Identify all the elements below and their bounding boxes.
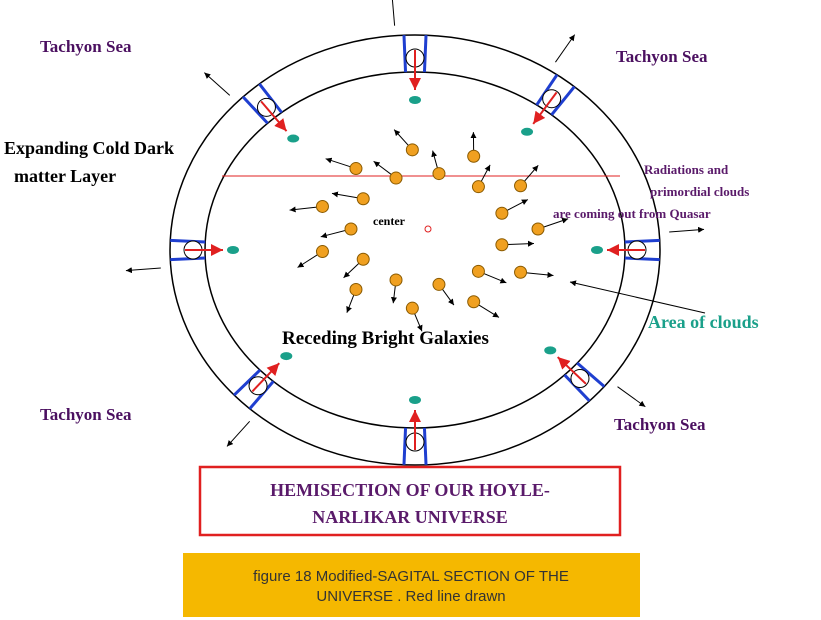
dark-matter-label: matter Layer — [14, 166, 116, 186]
gate-line — [170, 258, 205, 260]
radiation-label: Radiations and — [644, 162, 729, 177]
gate-line — [404, 35, 406, 72]
galaxy — [515, 180, 527, 192]
galaxy — [433, 168, 445, 180]
gate-line — [424, 35, 426, 72]
gate-line — [625, 258, 660, 260]
outward-arrow — [227, 421, 250, 446]
center-point — [425, 226, 431, 232]
outward-arrow — [669, 229, 704, 232]
diagram: Tachyon Sea Tachyon Sea Tachyon Sea Tach… — [0, 0, 821, 620]
title-text: NARLIKAR UNIVERSE — [312, 507, 508, 527]
galaxy — [390, 274, 402, 286]
title-text: HEMISECTION OF OUR HOYLE- — [270, 480, 550, 500]
galaxy — [350, 163, 362, 175]
cloud — [409, 96, 421, 104]
tachyon-label: Tachyon Sea — [614, 415, 706, 434]
outward-arrow — [126, 268, 161, 271]
outward-arrow — [392, 0, 395, 26]
galaxy — [532, 223, 544, 235]
galaxy — [433, 278, 445, 290]
galaxy — [406, 144, 418, 156]
caption-text: figure 18 Modified-SAGITAL SECTION OF TH… — [253, 568, 569, 585]
gate-line — [424, 428, 426, 465]
caption-box — [183, 553, 640, 617]
tachyon-label: Tachyon Sea — [40, 405, 132, 424]
outward-arrow — [204, 73, 229, 96]
cloud — [544, 346, 556, 354]
caption-text: UNIVERSE . Red line drawn — [316, 588, 505, 605]
gate-line — [170, 240, 205, 242]
cloud — [287, 135, 299, 143]
galaxy — [350, 283, 362, 295]
outward-arrow — [555, 35, 574, 63]
cloud — [227, 246, 239, 254]
center-label: center — [373, 214, 406, 228]
gate-line — [625, 240, 660, 242]
galaxy — [468, 296, 480, 308]
galaxy — [316, 200, 328, 212]
galaxy — [406, 302, 418, 314]
tachyon-label: Tachyon Sea — [40, 37, 132, 56]
galaxy — [496, 239, 508, 251]
galaxies-label: Receding Bright Galaxies — [282, 328, 489, 349]
cloud — [521, 128, 533, 136]
galaxy — [472, 265, 484, 277]
galaxy — [472, 181, 484, 193]
gate-line — [404, 428, 406, 465]
radiation-label: are coming out from Quasar — [553, 206, 711, 221]
cloud — [409, 396, 421, 404]
galaxy — [357, 253, 369, 265]
galaxy — [357, 193, 369, 205]
pointer — [570, 282, 705, 313]
galaxy — [515, 266, 527, 278]
radiation-label: primordial clouds — [650, 184, 749, 199]
dark-matter-label: Expanding Cold Dark — [4, 138, 174, 158]
tachyon-label: Tachyon Sea — [616, 47, 708, 66]
galaxy — [468, 150, 480, 162]
outward-arrow — [618, 387, 646, 407]
galaxy — [345, 223, 357, 235]
galaxy — [496, 207, 508, 219]
cloud — [591, 246, 603, 254]
cloud — [280, 352, 292, 360]
clouds-label: Area of clouds — [648, 312, 759, 332]
galaxy — [390, 172, 402, 184]
galaxy — [316, 246, 328, 258]
